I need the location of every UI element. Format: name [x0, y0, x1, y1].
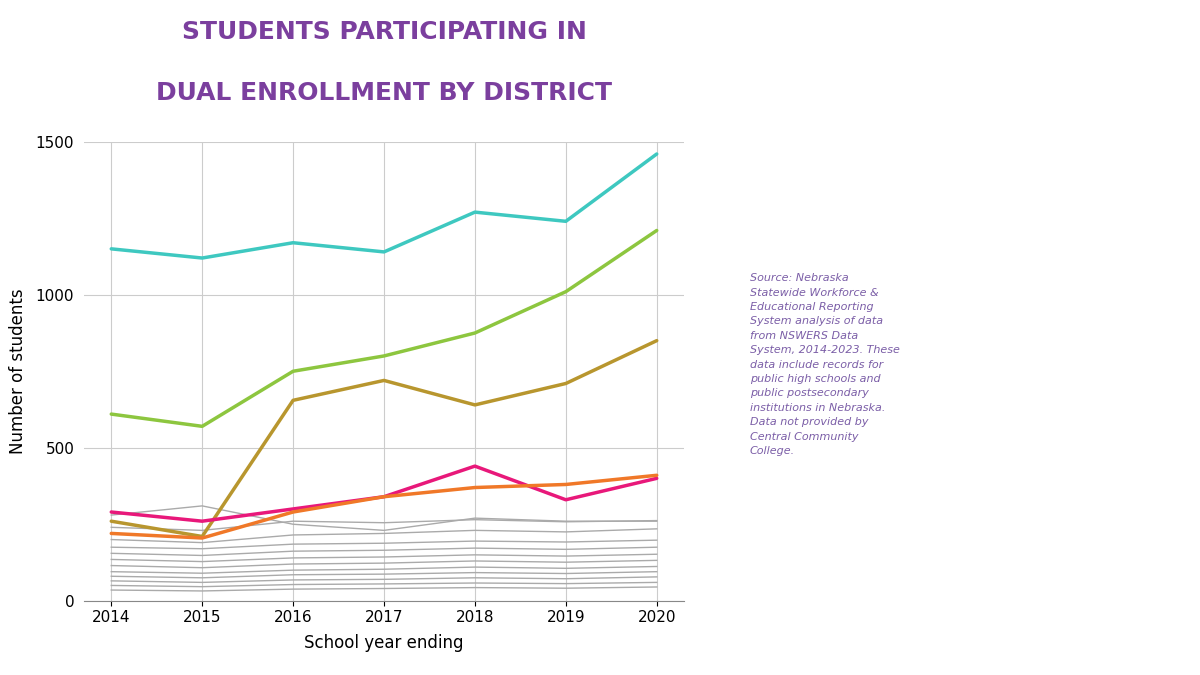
X-axis label: School year ending: School year ending [305, 634, 463, 652]
Text: DUAL ENROLLMENT BY DISTRICT: DUAL ENROLLMENT BY DISTRICT [156, 81, 612, 105]
Y-axis label: Number of students: Number of students [10, 288, 28, 454]
Text: Source: Nebraska
Statewide Workforce &
Educational Reporting
System analysis of : Source: Nebraska Statewide Workforce & E… [750, 273, 900, 456]
Text: STUDENTS PARTICIPATING IN: STUDENTS PARTICIPATING IN [181, 20, 587, 45]
